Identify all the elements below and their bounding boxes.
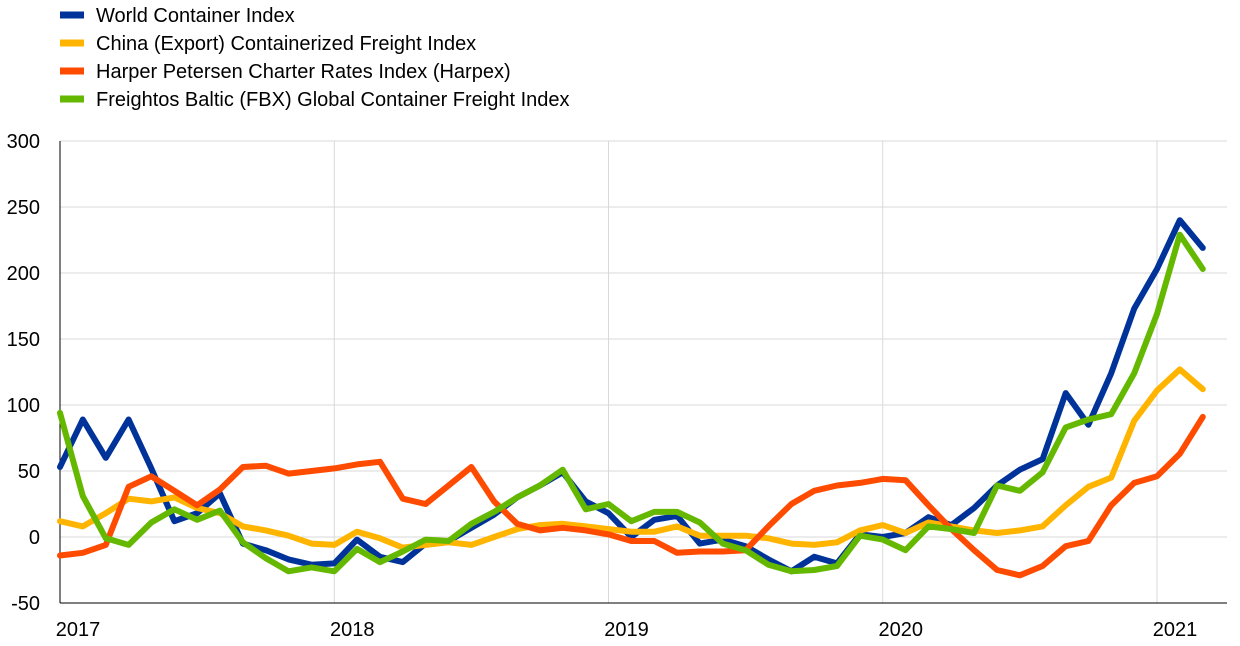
x-tick-label: 2017 [56,619,101,641]
chart-tick-labels: -50 0 50 100 150 200 250 300 2017 2018 2019 2020 202… [7,131,1198,641]
y-tick-label: 50 [18,461,40,483]
series-line [57,366,1206,551]
y-tick-label: 100 [7,395,40,417]
y-tick-label: 250 [7,197,40,219]
chart-series [57,217,1206,579]
x-tick-label: 2020 [879,619,924,641]
series-line [57,413,1206,579]
y-tick-label: 0 [29,527,40,549]
series-line [57,231,1206,575]
x-tick-label: 2018 [330,619,375,641]
legend-label: China (Export) Containerized Freight Ind… [96,33,476,55]
x-tick-label: 2019 [604,619,649,641]
legend-label: Freightos Baltic (FBX) Global Container … [96,89,570,111]
legend-item: Freightos Baltic (FBX) Global Container … [60,89,570,111]
y-tick-label: 150 [7,329,40,351]
legend-item: China (Export) Containerized Freight Ind… [60,33,476,55]
y-tick-label: -50 [11,593,40,615]
chart-axes [59,141,1227,604]
legend-label: Harper Petersen Charter Rates Index (Har… [96,61,511,83]
legend-item: Harper Petersen Charter Rates Index (Har… [60,61,511,83]
legend-label: World Container Index [96,5,295,27]
x-tick-label: 2021 [1153,619,1198,641]
y-tick-label: 300 [7,131,40,153]
y-tick-label: 200 [7,263,40,285]
legend-item: World Container Index [60,5,295,27]
chart-legend: World Container Index China (Export) Cont… [60,5,570,111]
